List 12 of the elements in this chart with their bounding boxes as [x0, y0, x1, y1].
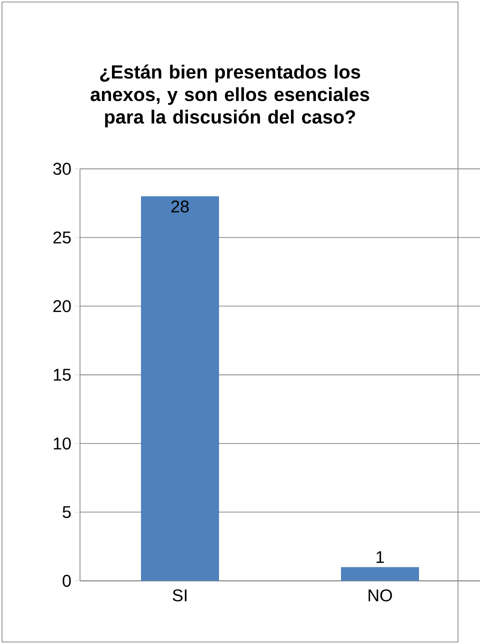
y-tick-label: 30 — [53, 162, 71, 175]
y-tick-label: 10 — [54, 437, 71, 450]
y-tick-label: 25 — [53, 231, 71, 244]
chart-title: ¿Están bien presentados los anexos, y son ellos esenciales para la discusión del caso? — [90, 64, 369, 128]
y-tick-label: 20 — [53, 300, 71, 312]
y-tick-label: 15 — [54, 368, 71, 381]
y-tick-label: 5 — [62, 506, 71, 518]
y-tick-label: 0 — [62, 574, 71, 587]
x-tick-label: NO — [368, 589, 392, 602]
data-label: 1 — [376, 551, 384, 563]
x-tick-label: SI — [172, 589, 186, 602]
data-label: 28 — [171, 200, 189, 213]
